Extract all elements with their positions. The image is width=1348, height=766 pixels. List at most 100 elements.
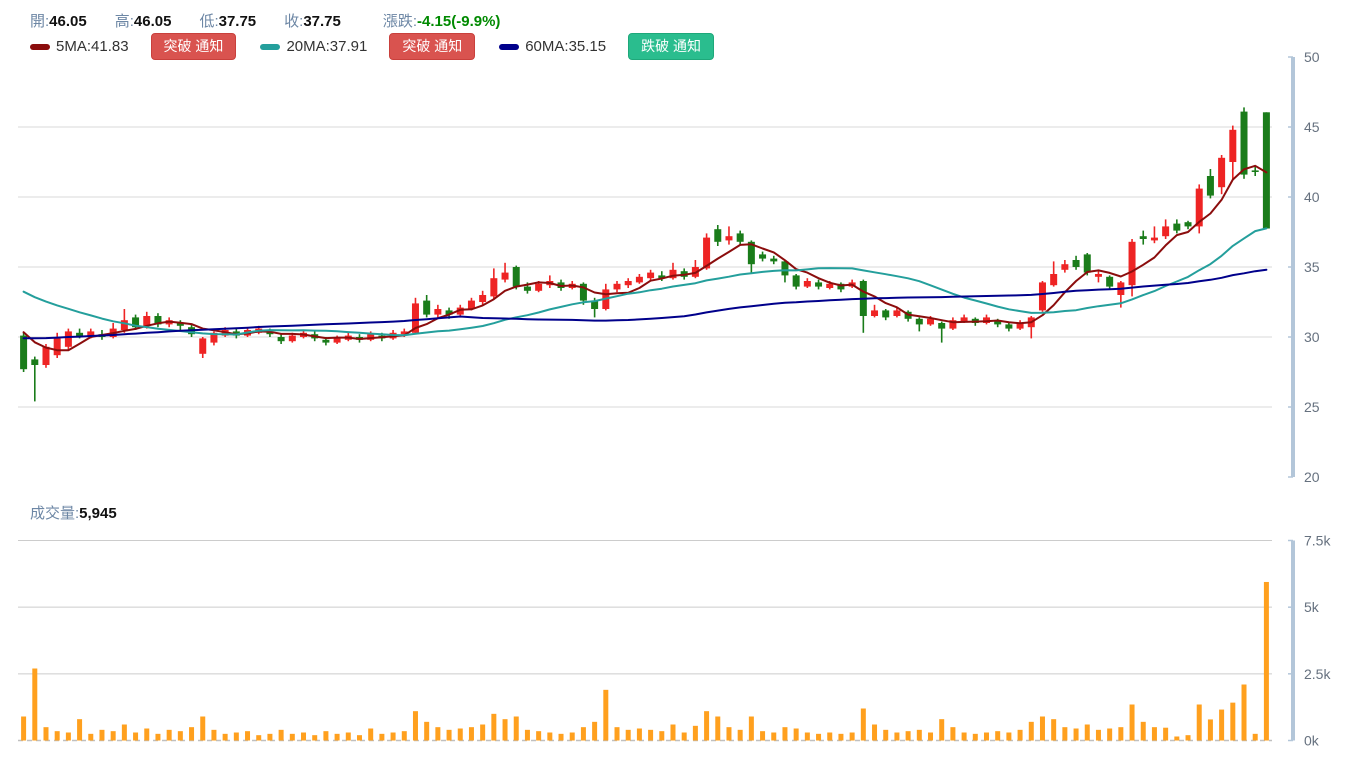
candle-body (434, 309, 442, 315)
candle-body (154, 316, 162, 325)
volume-bar (692, 725, 698, 741)
candle-body (20, 335, 28, 370)
candle-body (635, 276, 643, 283)
volume-bar (133, 732, 139, 741)
candle-body (1016, 323, 1024, 329)
volume-bar (1129, 704, 1135, 741)
stat-close-value: 37.75 (303, 13, 341, 30)
volume-bar (1140, 721, 1146, 741)
stat-open: 開:46.05 (30, 10, 87, 31)
candle-body (333, 338, 341, 343)
volume-bar (301, 732, 307, 741)
ma5-line (22, 164, 1268, 352)
candle-body (982, 317, 990, 323)
volume-bar (1084, 724, 1090, 741)
stat-high-value: 46.05 (133, 13, 172, 30)
volume-bar (144, 728, 150, 741)
volume-bar (592, 721, 598, 741)
candle-body (535, 283, 543, 291)
candle-body (613, 283, 621, 290)
volume-bar (435, 727, 441, 741)
volume-bar (155, 733, 161, 741)
volume-bar (356, 735, 362, 741)
candle-body (143, 316, 151, 326)
candle-body (64, 331, 72, 347)
candle-body (803, 281, 811, 287)
volume-bar (345, 732, 351, 741)
candle-body (1128, 241, 1136, 286)
volume-bar (513, 716, 519, 741)
volume-bar (446, 729, 452, 741)
stat-open-value: 46.05 (49, 13, 87, 30)
candle-body (1173, 223, 1181, 231)
volume-bar (827, 732, 833, 741)
candle-body (1094, 274, 1102, 277)
candle-body (277, 337, 285, 342)
volume-bar (1174, 736, 1180, 741)
candle-body (658, 275, 666, 279)
volume-value: 5,945 (79, 505, 117, 522)
volume-bar (480, 724, 486, 741)
volume-bar (995, 731, 1001, 741)
volume-bar (928, 732, 934, 741)
volume-bar (547, 732, 553, 741)
candle-body (87, 331, 95, 337)
price-axis-tick-label: 25 (1304, 399, 1320, 415)
candle-body (1050, 274, 1058, 286)
ma60-legend: 60MA:35.15 (499, 38, 606, 55)
volume-bar (872, 724, 878, 741)
candle-body (893, 310, 901, 316)
volume-bar (1017, 729, 1023, 741)
volume-bar (726, 727, 732, 741)
ma60-breakdown-alert-button[interactable]: 跌破 通知 (628, 33, 714, 60)
stat-change-value: -4.15(-9.9%) (417, 13, 501, 30)
volume-bar (457, 728, 463, 741)
volume-bar (401, 731, 407, 741)
ma20-line-swatch-icon (260, 43, 281, 50)
candle-body (1139, 236, 1147, 239)
volume-bar (200, 716, 206, 741)
price-axis-tick-label: 30 (1304, 329, 1320, 345)
candle-body (1240, 111, 1248, 175)
ma20-breakout-alert-button[interactable]: 突破 通知 (389, 33, 476, 60)
volume-bar (1151, 727, 1157, 741)
candle-body (647, 272, 655, 279)
ohlc-stats-row: 開:46.05 高:46.05 低:37.75 收:37.75 漲跌:-4.15… (30, 10, 500, 31)
ma20-legend-label: 20MA:37.91 (286, 38, 368, 55)
volume-bar (580, 727, 586, 741)
volume-bar (715, 716, 721, 741)
volume-bar (625, 729, 631, 741)
volume-bar (77, 719, 83, 741)
candle-body (266, 331, 274, 335)
candle-body (960, 317, 968, 322)
candle-body (423, 300, 431, 315)
volume-bar (334, 733, 340, 741)
volume-bar (737, 729, 743, 741)
candle-body (76, 332, 84, 337)
candle-body (1005, 324, 1013, 329)
candle-body (826, 283, 834, 288)
candle-body (1083, 254, 1091, 273)
volume-bar (379, 733, 385, 741)
volume-bar (1196, 704, 1202, 741)
candle-body (1229, 129, 1237, 162)
volume-bar (323, 731, 329, 741)
volume-bar (245, 731, 251, 741)
candle-body (669, 269, 677, 279)
volume-bar (670, 724, 676, 741)
volume-label: 成交量: (30, 505, 80, 522)
volume-bar (939, 719, 945, 741)
candle-body (467, 300, 475, 309)
candle-body (1150, 237, 1158, 241)
volume-bar (816, 733, 822, 741)
volume-bar (177, 731, 183, 741)
ma20-line (22, 227, 1268, 337)
ma5-breakout-alert-button[interactable]: 突破 通知 (150, 33, 237, 60)
volume-bar (1263, 581, 1269, 741)
ma5-legend-label: 5MA:41.83 (56, 38, 129, 55)
candle-body (1106, 276, 1114, 287)
volume-bar (1095, 729, 1101, 741)
volume-bar (983, 732, 989, 741)
